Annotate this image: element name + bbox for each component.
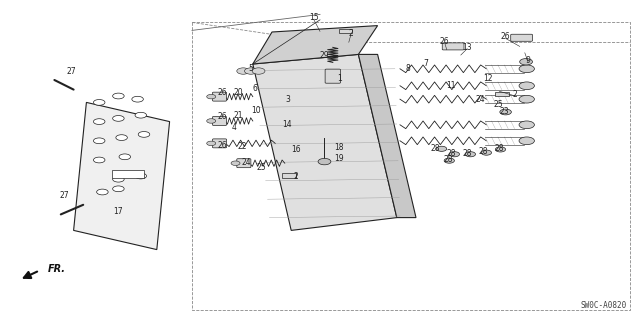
Text: SW0C-A0820: SW0C-A0820 bbox=[581, 301, 627, 310]
FancyBboxPatch shape bbox=[212, 116, 227, 125]
Bar bbox=[495, 92, 509, 96]
FancyBboxPatch shape bbox=[511, 34, 532, 41]
Circle shape bbox=[444, 158, 454, 163]
Text: 20: 20 bbox=[234, 88, 244, 97]
Circle shape bbox=[135, 173, 147, 179]
Text: 15: 15 bbox=[308, 13, 319, 22]
Circle shape bbox=[520, 59, 532, 65]
Text: 25: 25 bbox=[256, 163, 266, 172]
Text: 26: 26 bbox=[440, 37, 450, 46]
Polygon shape bbox=[74, 102, 170, 250]
Circle shape bbox=[465, 152, 476, 157]
Text: 26: 26 bbox=[217, 88, 227, 97]
Text: 22: 22 bbox=[237, 142, 246, 151]
Text: 28: 28 bbox=[479, 148, 488, 156]
Text: 16: 16 bbox=[291, 145, 301, 154]
Text: 10: 10 bbox=[251, 106, 261, 115]
Circle shape bbox=[116, 135, 127, 140]
Text: 4: 4 bbox=[231, 123, 236, 132]
Polygon shape bbox=[253, 54, 397, 230]
Bar bbox=[282, 173, 296, 178]
Text: 28: 28 bbox=[495, 144, 504, 153]
Circle shape bbox=[113, 93, 124, 99]
Text: 6: 6 bbox=[252, 84, 257, 93]
Text: 12: 12 bbox=[483, 74, 492, 83]
Circle shape bbox=[113, 176, 124, 182]
Text: 25: 25 bbox=[493, 100, 503, 109]
Text: 24: 24 bbox=[241, 158, 252, 167]
Text: 21: 21 bbox=[234, 111, 243, 120]
Circle shape bbox=[93, 138, 105, 144]
FancyBboxPatch shape bbox=[237, 159, 251, 168]
Polygon shape bbox=[253, 26, 378, 64]
Text: 7: 7 bbox=[423, 60, 428, 68]
Circle shape bbox=[519, 95, 534, 103]
Text: 5: 5 bbox=[248, 64, 253, 73]
Text: 18: 18 bbox=[335, 143, 344, 152]
Text: 3: 3 bbox=[285, 95, 291, 104]
Text: 8: 8 bbox=[406, 64, 411, 73]
Circle shape bbox=[519, 65, 534, 73]
Circle shape bbox=[519, 137, 534, 145]
Text: 14: 14 bbox=[282, 120, 292, 129]
Circle shape bbox=[500, 109, 511, 115]
Circle shape bbox=[231, 161, 240, 165]
Circle shape bbox=[132, 96, 143, 102]
Text: 26: 26 bbox=[500, 32, 511, 41]
FancyBboxPatch shape bbox=[325, 69, 340, 83]
Text: 27: 27 bbox=[67, 68, 77, 76]
Circle shape bbox=[436, 146, 447, 151]
Text: 28: 28 bbox=[431, 144, 440, 153]
Circle shape bbox=[237, 68, 250, 74]
Circle shape bbox=[135, 112, 147, 118]
FancyBboxPatch shape bbox=[212, 92, 227, 101]
Circle shape bbox=[449, 152, 460, 157]
Text: 13: 13 bbox=[462, 43, 472, 52]
Text: 26: 26 bbox=[217, 141, 227, 150]
Circle shape bbox=[318, 158, 331, 165]
Text: 2: 2 bbox=[293, 172, 298, 181]
Circle shape bbox=[495, 147, 506, 152]
Text: 19: 19 bbox=[334, 154, 344, 163]
Circle shape bbox=[207, 94, 216, 99]
FancyBboxPatch shape bbox=[212, 139, 227, 148]
Circle shape bbox=[481, 150, 492, 155]
Bar bbox=[112, 170, 144, 178]
Circle shape bbox=[93, 100, 105, 105]
Text: 26: 26 bbox=[217, 112, 227, 121]
Text: 28: 28 bbox=[447, 149, 456, 158]
Text: FR.: FR. bbox=[47, 264, 65, 274]
Circle shape bbox=[93, 119, 105, 124]
Circle shape bbox=[519, 121, 534, 129]
Text: 23: 23 bbox=[499, 107, 509, 116]
Circle shape bbox=[207, 119, 216, 123]
Text: 24: 24 bbox=[475, 95, 485, 104]
Circle shape bbox=[519, 82, 534, 90]
Text: 2: 2 bbox=[348, 29, 353, 38]
Circle shape bbox=[138, 132, 150, 137]
Circle shape bbox=[252, 68, 265, 74]
Text: 29: 29 bbox=[319, 52, 330, 60]
Text: 1: 1 bbox=[337, 74, 342, 83]
Circle shape bbox=[113, 186, 124, 192]
Text: 9: 9 bbox=[525, 56, 531, 65]
Circle shape bbox=[93, 157, 105, 163]
Text: 2: 2 bbox=[513, 90, 518, 99]
Circle shape bbox=[207, 141, 216, 146]
Text: 27: 27 bbox=[59, 191, 69, 200]
Circle shape bbox=[97, 189, 108, 195]
Text: 28: 28 bbox=[444, 156, 452, 164]
Circle shape bbox=[113, 116, 124, 121]
Bar bbox=[339, 29, 352, 33]
Polygon shape bbox=[358, 54, 416, 218]
Text: 17: 17 bbox=[113, 207, 124, 216]
FancyBboxPatch shape bbox=[442, 43, 464, 50]
Text: 11: 11 bbox=[447, 81, 456, 90]
Circle shape bbox=[244, 68, 257, 74]
Circle shape bbox=[119, 154, 131, 160]
Text: 28: 28 bbox=[463, 149, 472, 158]
